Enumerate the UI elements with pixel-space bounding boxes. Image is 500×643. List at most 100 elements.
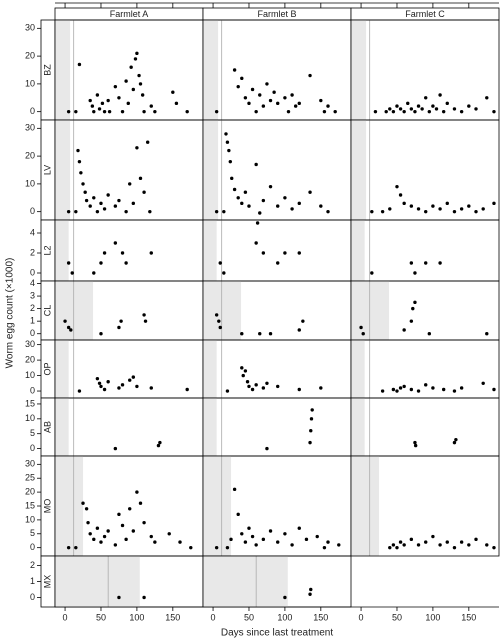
point	[297, 201, 301, 206]
point	[243, 96, 248, 100]
point	[283, 595, 287, 600]
point	[149, 534, 153, 539]
x-tick-label: 100	[277, 612, 292, 622]
point	[140, 93, 145, 97]
shaded-period	[203, 120, 219, 220]
panel-frame	[54, 19, 204, 121]
point	[142, 520, 146, 525]
point	[90, 104, 95, 108]
point	[474, 537, 478, 542]
point	[232, 487, 237, 492]
point	[319, 98, 323, 103]
point	[398, 107, 403, 111]
point	[81, 501, 85, 505]
row-label: MX	[42, 575, 52, 589]
point	[370, 271, 374, 275]
point	[402, 543, 406, 547]
point	[409, 261, 414, 265]
point	[148, 209, 152, 214]
point	[189, 545, 193, 550]
point	[236, 512, 240, 517]
point	[77, 62, 82, 67]
point	[322, 109, 327, 114]
point	[459, 109, 464, 114]
shaded-period	[351, 120, 367, 220]
point	[95, 209, 100, 214]
point	[97, 381, 102, 386]
y-tick-label: 30	[25, 459, 35, 469]
y-tick-label: 5	[30, 528, 35, 538]
point	[135, 51, 139, 56]
point	[398, 540, 403, 544]
row-label: AB	[42, 421, 52, 433]
point	[113, 446, 118, 451]
x-tick-label: 150	[461, 612, 476, 622]
y-tick-label: 2	[30, 303, 35, 313]
point	[124, 261, 128, 265]
point	[409, 319, 414, 323]
x-tick-label: 150	[313, 612, 328, 622]
point	[247, 204, 251, 208]
point	[409, 204, 414, 208]
point	[431, 204, 435, 208]
panel-frame	[202, 219, 352, 282]
point	[427, 109, 432, 114]
point	[113, 84, 118, 89]
point	[254, 543, 258, 547]
point	[102, 109, 107, 114]
point	[247, 384, 251, 389]
point	[395, 184, 399, 189]
point	[102, 534, 107, 539]
panel-frame	[202, 555, 352, 608]
point	[167, 532, 171, 536]
point	[95, 376, 100, 381]
point	[76, 148, 80, 153]
y-tick-label: 5	[30, 428, 35, 438]
point	[258, 211, 262, 215]
point	[424, 540, 428, 544]
point	[492, 545, 496, 550]
point	[143, 319, 148, 323]
y-tick-label: 0	[30, 267, 35, 277]
point	[424, 96, 428, 100]
point	[373, 109, 378, 114]
shaded-period	[351, 20, 367, 120]
point	[70, 271, 74, 275]
point	[218, 261, 222, 265]
point	[228, 159, 233, 164]
point	[254, 383, 258, 387]
point	[431, 534, 435, 539]
point	[445, 540, 449, 544]
point	[359, 325, 363, 330]
point	[304, 537, 309, 542]
point	[225, 389, 230, 393]
shaded-period	[203, 20, 219, 120]
point	[135, 490, 139, 494]
point	[333, 109, 337, 114]
point	[438, 207, 442, 211]
point	[492, 201, 496, 206]
y-tick-label: 10	[25, 413, 35, 423]
point	[388, 545, 392, 550]
point	[97, 107, 102, 111]
point	[261, 198, 266, 203]
point	[99, 540, 103, 544]
point	[84, 198, 89, 203]
point	[322, 545, 327, 550]
panel-frame	[202, 339, 352, 399]
point	[309, 429, 313, 433]
point	[131, 375, 136, 379]
point	[243, 190, 248, 194]
panel-frame	[350, 455, 500, 557]
point	[224, 132, 228, 136]
point	[131, 201, 136, 206]
point	[261, 386, 266, 390]
point	[276, 384, 280, 389]
point	[117, 325, 121, 330]
point	[391, 109, 396, 114]
column-label: Farmlet B	[257, 9, 296, 19]
point	[153, 109, 157, 114]
y-tick-label: 3	[30, 290, 35, 300]
point	[297, 101, 301, 106]
x-tick-label: 0	[211, 612, 216, 622]
